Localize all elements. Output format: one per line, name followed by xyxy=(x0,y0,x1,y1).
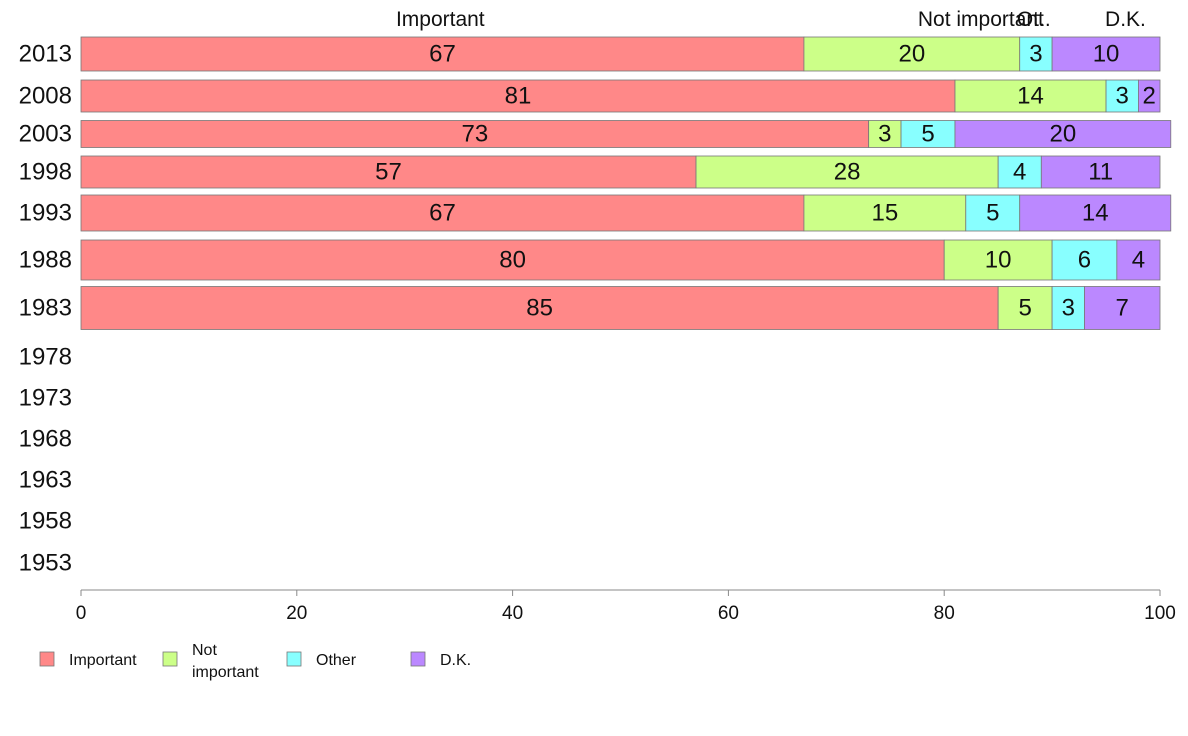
bar-segment xyxy=(1084,286,1161,330)
bar-segment xyxy=(1051,286,1085,330)
data-label: 3 xyxy=(1029,41,1042,68)
data-label: 81 xyxy=(505,83,532,110)
bar-segment xyxy=(954,120,1172,148)
category-label: 1973 xyxy=(19,385,72,412)
data-label: 57 xyxy=(375,159,402,186)
column-header: Not important xyxy=(918,8,1044,31)
bar-segment xyxy=(954,79,1107,113)
column-header: Important xyxy=(396,8,485,31)
x-tick-label: 80 xyxy=(934,603,955,624)
x-tick-label: 0 xyxy=(76,603,87,624)
legend-label: Not xyxy=(192,642,217,659)
bar-segment xyxy=(1051,36,1161,72)
data-label: 7 xyxy=(1116,295,1129,322)
bar-segment xyxy=(803,36,1021,72)
data-label: 5 xyxy=(986,200,999,227)
category-label: 2003 xyxy=(19,121,72,148)
data-label: 3 xyxy=(878,121,891,148)
data-label: 3 xyxy=(1062,295,1075,322)
data-label: 5 xyxy=(1018,295,1031,322)
column-header: Ot.. xyxy=(1017,8,1051,31)
category-label: 1998 xyxy=(19,159,72,186)
legend-label: D.K. xyxy=(440,652,471,669)
data-label: 4 xyxy=(1013,159,1026,186)
bar-segment xyxy=(997,155,1042,189)
data-label: 2 xyxy=(1143,83,1156,110)
data-label: 3 xyxy=(1116,83,1129,110)
data-label: 67 xyxy=(429,200,456,227)
legend-label: important xyxy=(192,664,259,681)
bar-segment xyxy=(1105,79,1139,113)
bar-segment xyxy=(965,194,1021,232)
data-label: 5 xyxy=(921,121,934,148)
bar-segment xyxy=(80,120,870,148)
x-tick-label: 40 xyxy=(502,603,523,624)
data-label: 15 xyxy=(872,200,899,227)
legend-label: Other xyxy=(316,652,357,669)
category-label: 2013 xyxy=(19,41,72,68)
category-label: 1978 xyxy=(19,344,72,371)
x-tick-label: 60 xyxy=(718,603,739,624)
data-label: 20 xyxy=(1050,121,1077,148)
bar-segment xyxy=(803,194,967,232)
bar-segment xyxy=(80,286,999,330)
legend-swatch xyxy=(286,651,302,667)
data-label: 11 xyxy=(1088,159,1113,186)
data-label: 6 xyxy=(1078,247,1091,274)
x-tick-label: 100 xyxy=(1144,603,1176,624)
legend-swatch xyxy=(410,651,426,667)
bar-segment xyxy=(1051,239,1118,281)
bar-segment xyxy=(80,79,956,113)
legend-swatch xyxy=(162,651,178,667)
data-label: 28 xyxy=(834,159,861,186)
data-label: 10 xyxy=(985,247,1012,274)
bar-segment xyxy=(1116,239,1161,281)
data-label: 20 xyxy=(898,41,925,68)
category-label: 1953 xyxy=(19,550,72,577)
category-label: 1958 xyxy=(19,508,72,535)
data-label: 80 xyxy=(499,247,526,274)
bar-segment xyxy=(900,120,956,148)
category-label: 1963 xyxy=(19,467,72,494)
data-label: 14 xyxy=(1017,83,1044,110)
legend-swatch xyxy=(39,651,55,667)
category-label: 1988 xyxy=(19,247,72,274)
category-label: 2008 xyxy=(19,83,72,110)
data-label: 14 xyxy=(1082,200,1109,227)
data-label: 85 xyxy=(526,295,553,322)
bar-segment xyxy=(80,155,697,189)
category-label: 1993 xyxy=(19,200,72,227)
bar-segment xyxy=(1138,79,1161,113)
bar-segment xyxy=(997,286,1053,330)
data-label: 73 xyxy=(461,121,488,148)
bar-segment xyxy=(80,194,805,232)
category-label: 1983 xyxy=(19,295,72,322)
category-label: 1968 xyxy=(19,426,72,453)
bar-segment xyxy=(80,239,945,281)
x-tick-label: 20 xyxy=(286,603,307,624)
column-header: D.K. xyxy=(1105,8,1146,31)
legend-label: Important xyxy=(69,652,137,669)
data-label: 67 xyxy=(429,41,456,68)
bar-segment xyxy=(1019,194,1172,232)
bar-segment xyxy=(1040,155,1161,189)
data-label: 10 xyxy=(1093,41,1120,68)
data-label: 4 xyxy=(1132,247,1145,274)
